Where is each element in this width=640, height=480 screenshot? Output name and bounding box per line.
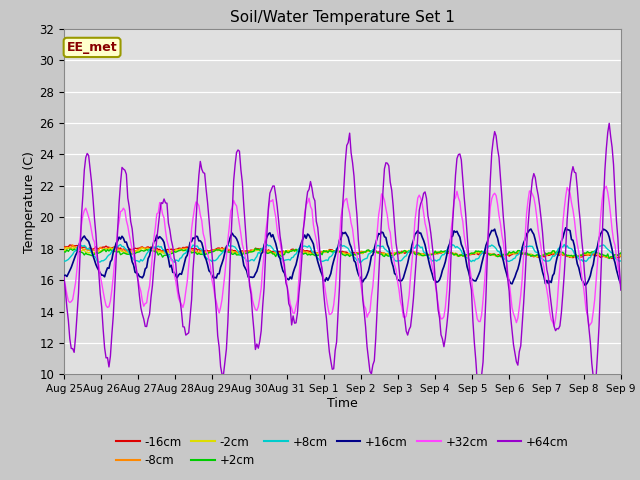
-8cm bbox=[449, 250, 456, 255]
-8cm bbox=[291, 247, 298, 253]
+32cm bbox=[355, 263, 362, 268]
+2cm bbox=[291, 248, 298, 254]
+8cm bbox=[73, 245, 81, 251]
-2cm bbox=[60, 249, 68, 254]
+2cm bbox=[449, 251, 456, 256]
+8cm bbox=[450, 242, 458, 248]
-16cm bbox=[291, 247, 298, 253]
Legend: -16cm, -8cm, -2cm, +2cm, +8cm, +16cm, +32cm, +64cm: -16cm, -8cm, -2cm, +2cm, +8cm, +16cm, +3… bbox=[111, 431, 573, 472]
+16cm bbox=[430, 277, 438, 283]
+2cm bbox=[605, 256, 613, 262]
+16cm bbox=[355, 271, 362, 277]
-2cm bbox=[356, 250, 364, 256]
-8cm bbox=[69, 242, 77, 248]
+32cm bbox=[585, 323, 593, 329]
+2cm bbox=[60, 249, 68, 255]
+32cm bbox=[447, 227, 455, 232]
Line: +2cm: +2cm bbox=[64, 248, 621, 259]
+2cm bbox=[617, 250, 625, 256]
Y-axis label: Temperature (C): Temperature (C) bbox=[24, 151, 36, 252]
+2cm bbox=[356, 250, 364, 256]
+8cm bbox=[60, 258, 68, 264]
+64cm bbox=[447, 250, 455, 256]
-16cm bbox=[60, 244, 68, 250]
+8cm bbox=[263, 241, 271, 247]
-8cm bbox=[60, 246, 68, 252]
+16cm bbox=[617, 281, 625, 287]
-16cm bbox=[75, 243, 83, 249]
+2cm bbox=[73, 247, 81, 253]
+16cm bbox=[447, 234, 455, 240]
+8cm bbox=[356, 260, 364, 265]
-8cm bbox=[617, 253, 625, 259]
-2cm bbox=[617, 252, 625, 258]
+32cm bbox=[73, 265, 81, 271]
-2cm bbox=[449, 251, 456, 257]
-16cm bbox=[356, 250, 364, 256]
-2cm bbox=[291, 248, 298, 254]
+2cm bbox=[109, 247, 117, 253]
+64cm bbox=[73, 311, 81, 317]
Line: +64cm: +64cm bbox=[64, 123, 621, 382]
-8cm bbox=[431, 251, 439, 257]
-8cm bbox=[75, 245, 83, 251]
Line: +16cm: +16cm bbox=[64, 228, 621, 285]
+2cm bbox=[431, 248, 439, 254]
-8cm bbox=[111, 246, 118, 252]
+64cm bbox=[109, 312, 117, 318]
+64cm bbox=[60, 274, 68, 280]
+16cm bbox=[562, 225, 570, 231]
Line: +32cm: +32cm bbox=[64, 186, 621, 326]
-2cm bbox=[605, 255, 613, 261]
+8cm bbox=[357, 259, 365, 265]
Line: -16cm: -16cm bbox=[64, 245, 621, 259]
+32cm bbox=[617, 285, 625, 290]
-2cm bbox=[111, 246, 118, 252]
+16cm bbox=[60, 273, 68, 278]
Line: -2cm: -2cm bbox=[64, 248, 621, 258]
+8cm bbox=[617, 258, 625, 264]
-8cm bbox=[356, 249, 364, 255]
+32cm bbox=[602, 183, 610, 189]
+32cm bbox=[60, 277, 68, 283]
+8cm bbox=[109, 247, 117, 253]
-16cm bbox=[431, 251, 439, 256]
+64cm bbox=[617, 287, 625, 293]
+32cm bbox=[430, 270, 438, 276]
-8cm bbox=[605, 255, 613, 261]
+64cm bbox=[605, 120, 613, 126]
X-axis label: Time: Time bbox=[327, 397, 358, 410]
-2cm bbox=[75, 246, 83, 252]
+64cm bbox=[476, 379, 484, 384]
+32cm bbox=[109, 274, 117, 279]
+8cm bbox=[433, 258, 440, 264]
+16cm bbox=[289, 270, 297, 276]
-16cm bbox=[608, 256, 616, 262]
-2cm bbox=[431, 250, 439, 255]
+16cm bbox=[109, 249, 117, 255]
+64cm bbox=[355, 237, 362, 243]
+16cm bbox=[73, 250, 81, 255]
+64cm bbox=[289, 313, 297, 319]
Text: EE_met: EE_met bbox=[67, 41, 117, 54]
+32cm bbox=[289, 310, 297, 316]
-16cm bbox=[617, 252, 625, 258]
+2cm bbox=[252, 245, 259, 251]
Title: Soil/Water Temperature Set 1: Soil/Water Temperature Set 1 bbox=[230, 10, 455, 25]
-16cm bbox=[66, 242, 74, 248]
+8cm bbox=[291, 252, 298, 258]
+16cm bbox=[580, 282, 588, 288]
-2cm bbox=[70, 245, 78, 251]
Line: -8cm: -8cm bbox=[64, 245, 621, 258]
-16cm bbox=[111, 244, 118, 250]
-16cm bbox=[449, 251, 456, 257]
+64cm bbox=[430, 256, 438, 262]
Line: +8cm: +8cm bbox=[64, 244, 621, 263]
